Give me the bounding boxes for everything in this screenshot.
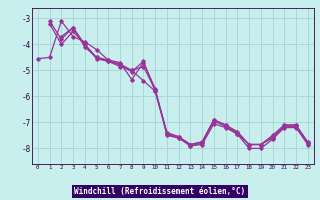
Text: Windchill (Refroidissement éolien,°C): Windchill (Refroidissement éolien,°C) [75,187,245,196]
